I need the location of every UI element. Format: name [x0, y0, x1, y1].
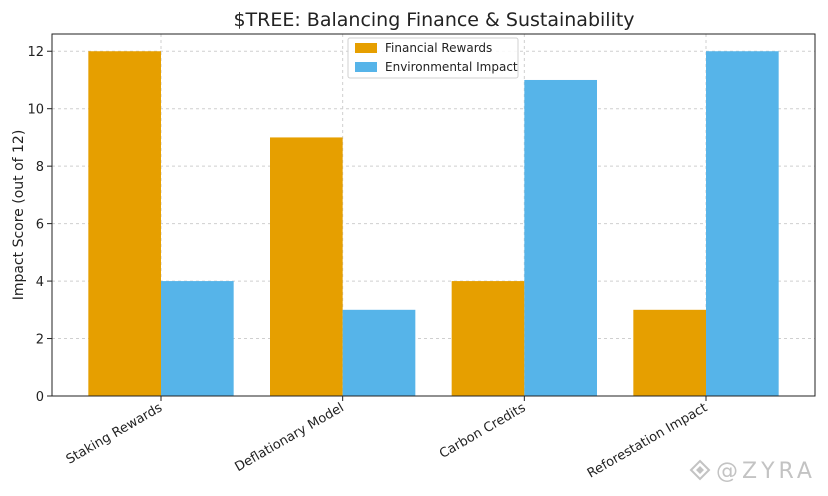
bar-financial-rewards	[270, 137, 343, 396]
y-tick-label: 6	[36, 218, 44, 233]
y-tick-labels: 0 2 4 6 8 10 12	[27, 45, 52, 405]
axes	[51, 33, 816, 397]
y-axis-label: Impact Score (out of 12)	[11, 130, 27, 301]
bar-environmental-impact	[706, 51, 779, 396]
y-tick-label: 8	[36, 160, 44, 175]
chart-title: $TREE: Balancing Finance & Sustainabilit…	[233, 9, 634, 31]
y-tick-label: 0	[36, 390, 44, 405]
watermark-logo-icon	[689, 459, 711, 481]
y-tick-label: 12	[27, 45, 44, 60]
legend-swatch-environmental	[355, 62, 377, 72]
x-tick-label: Deflationary Model	[232, 400, 346, 475]
plot-frame	[51, 33, 816, 397]
bar-financial-rewards	[88, 51, 161, 396]
legend-label-financial: Financial Rewards	[385, 41, 492, 55]
legend-label-environmental: Environmental Impact	[385, 60, 518, 74]
x-tick-label: Carbon Credits	[437, 400, 529, 462]
watermark: @ZYRA	[689, 459, 816, 484]
legend-box	[347, 37, 519, 79]
y-tick-label: 10	[27, 103, 44, 118]
watermark-text: @ZYRA	[716, 459, 816, 484]
x-tick-labels: Staking Rewards Deflationary Model Carbon …	[64, 396, 710, 481]
x-tick-label: Staking Rewards	[64, 400, 165, 467]
bars	[88, 51, 779, 396]
legend-swatch-financial	[355, 43, 377, 53]
bar-financial-rewards	[633, 309, 706, 396]
y-tick-label: 4	[36, 275, 44, 290]
bar-environmental-impact	[524, 79, 597, 396]
y-tick-label: 2	[36, 333, 44, 348]
legend: Financial Rewards Environmental Impact	[347, 37, 519, 79]
bar-environmental-impact	[342, 309, 416, 396]
bar-financial-rewards	[451, 281, 525, 396]
bar-environmental-impact	[161, 281, 234, 396]
